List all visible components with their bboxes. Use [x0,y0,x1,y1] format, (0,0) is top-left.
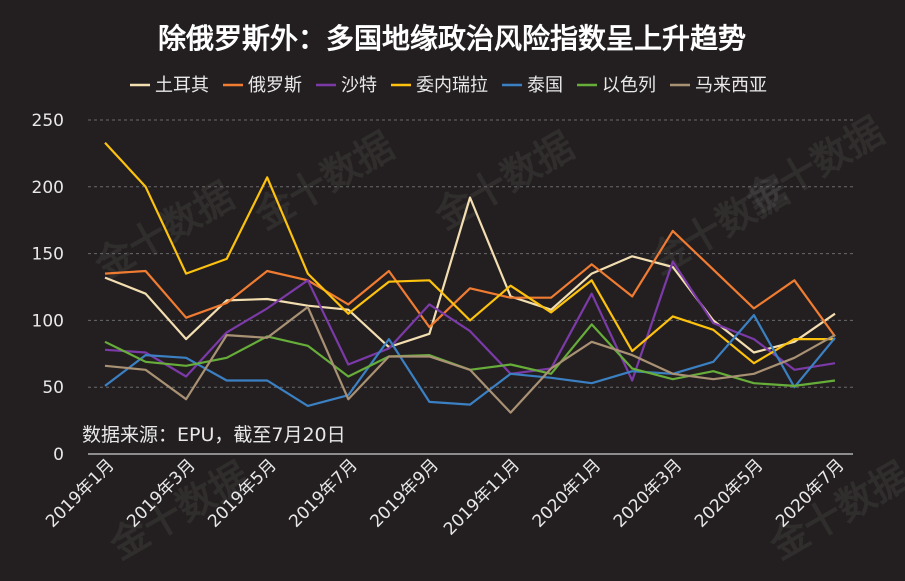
legend-item: 沙特 [316,75,377,96]
legend-item: 马来西亚 [670,75,767,96]
y-tick-label: 0 [53,445,64,465]
source-note: 数据来源：EPU，截至7月20日 [82,424,346,446]
legend-item: 委内瑞拉 [391,75,488,96]
x-tick-label: 2019年11月 [440,455,524,539]
legend-item: 土耳其 [130,75,209,96]
y-axis-ticks: 0 50 100 150 200 250 [32,111,64,465]
watermark-logo-2: 金十数据 [427,124,582,239]
gridlines [88,119,853,388]
x-tick-label: 2020年3月 [610,455,686,531]
legend: 土耳其 俄罗斯 沙特 委内瑞拉 泰国 以色列 马来西亚 [130,75,767,96]
legend-label: 土耳其 [155,75,209,96]
series-line-沙特 [104,260,836,382]
y-tick-label: 50 [42,378,64,398]
y-tick-label: 250 [32,111,64,131]
legend-item: 俄罗斯 [223,75,302,96]
series-lines [104,141,836,414]
series-line-泰国 [104,314,836,407]
watermark-logo-4: 金十数据 [737,109,892,224]
watermark-logo-0: 金十数据 [87,174,242,289]
legend-label: 以色列 [602,75,656,96]
series-line-俄罗斯 [104,229,836,338]
x-tick-label: 2020年1月 [529,455,605,531]
legend-label: 泰国 [527,75,563,96]
legend-item: 泰国 [502,75,563,96]
y-tick-label: 150 [32,245,64,265]
x-tick-label: 2019年7月 [285,455,361,531]
x-tick-label: 2020年5月 [691,455,767,531]
x-tick-label: 2019年1月 [42,455,118,531]
legend-label: 沙特 [341,75,377,96]
legend-item: 以色列 [577,75,656,96]
x-tick-label: 2019年9月 [367,455,443,531]
legend-label: 马来西亚 [695,75,767,96]
series-line-马来西亚 [104,305,836,414]
legend-label: 俄罗斯 [248,75,302,96]
series-line-委内瑞拉 [104,141,835,365]
y-tick-label: 200 [32,178,64,198]
y-tick-label: 100 [32,311,64,331]
series-line-土耳其 [104,196,836,354]
chart-title: 除俄罗斯外：多国地缘政治风险指数呈上升趋势 [158,22,746,55]
legend-label: 委内瑞拉 [416,75,488,96]
